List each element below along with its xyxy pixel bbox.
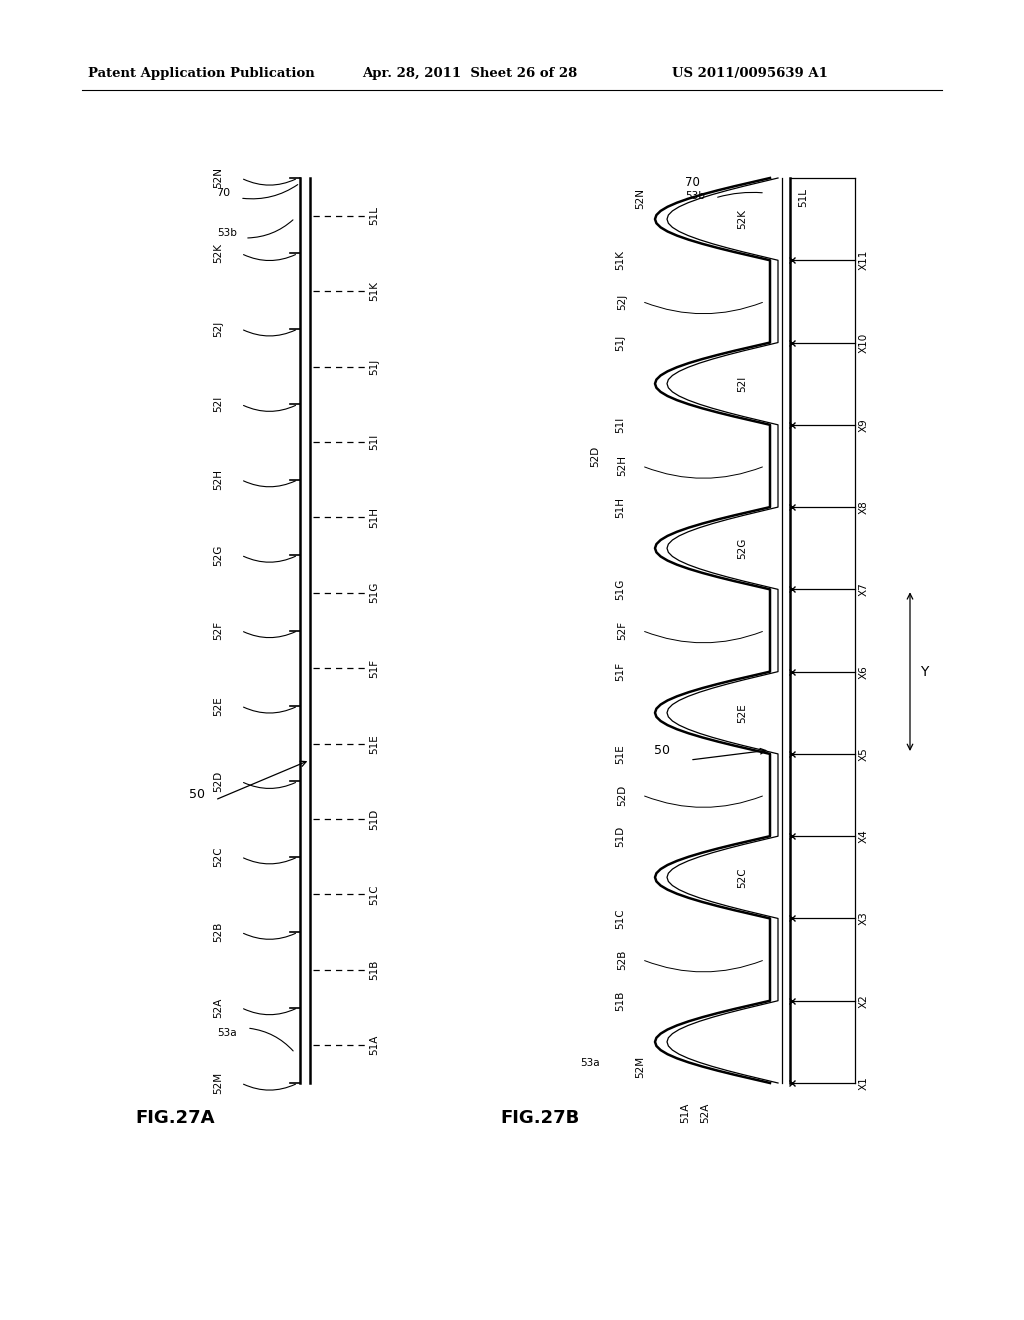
Text: 52K: 52K bbox=[213, 243, 223, 264]
Text: 52J: 52J bbox=[213, 321, 223, 337]
Text: 52G: 52G bbox=[737, 537, 748, 558]
Text: 52N: 52N bbox=[635, 187, 645, 209]
Text: 52I: 52I bbox=[737, 376, 748, 392]
Text: 51K: 51K bbox=[369, 281, 379, 301]
Text: 51F: 51F bbox=[369, 659, 379, 677]
Text: FIG.27A: FIG.27A bbox=[135, 1109, 214, 1127]
Text: X5: X5 bbox=[859, 747, 869, 760]
Text: 70: 70 bbox=[685, 177, 700, 190]
Text: 53a: 53a bbox=[581, 1059, 600, 1068]
Text: 52B: 52B bbox=[617, 949, 627, 970]
Text: Apr. 28, 2011  Sheet 26 of 28: Apr. 28, 2011 Sheet 26 of 28 bbox=[362, 66, 578, 79]
Text: 51I: 51I bbox=[615, 417, 625, 433]
Text: 52F: 52F bbox=[617, 620, 627, 640]
Text: X2: X2 bbox=[859, 994, 869, 1007]
Text: 52H: 52H bbox=[617, 455, 627, 477]
Text: 51L: 51L bbox=[798, 187, 808, 207]
Text: 50: 50 bbox=[189, 788, 205, 801]
Text: 51H: 51H bbox=[615, 496, 625, 517]
Text: 52K: 52K bbox=[737, 209, 748, 230]
Text: 51D: 51D bbox=[369, 808, 379, 830]
Text: 52I: 52I bbox=[213, 396, 223, 412]
Text: 52D: 52D bbox=[213, 771, 223, 792]
Text: 52H: 52H bbox=[213, 469, 223, 490]
Text: 52M: 52M bbox=[635, 1056, 645, 1078]
Text: 50: 50 bbox=[654, 743, 670, 756]
Text: 51J: 51J bbox=[369, 359, 379, 375]
Text: 51J: 51J bbox=[615, 334, 625, 351]
Text: X1: X1 bbox=[859, 1076, 869, 1090]
Text: 51L: 51L bbox=[369, 206, 379, 226]
Text: 51E: 51E bbox=[615, 744, 625, 764]
Text: 52G: 52G bbox=[213, 544, 223, 566]
Text: 52F: 52F bbox=[213, 620, 223, 640]
Text: 53b: 53b bbox=[217, 228, 237, 238]
Text: 51B: 51B bbox=[369, 960, 379, 979]
Text: 51H: 51H bbox=[369, 507, 379, 528]
Text: X11: X11 bbox=[859, 249, 869, 271]
Text: 53b: 53b bbox=[685, 191, 705, 201]
Text: 51I: 51I bbox=[369, 434, 379, 450]
Text: 51A: 51A bbox=[369, 1035, 379, 1056]
Text: 52C: 52C bbox=[213, 846, 223, 867]
Text: US 2011/0095639 A1: US 2011/0095639 A1 bbox=[672, 66, 827, 79]
Text: 52D: 52D bbox=[617, 784, 627, 805]
Text: Patent Application Publication: Patent Application Publication bbox=[88, 66, 314, 79]
Text: X6: X6 bbox=[859, 665, 869, 678]
Text: X10: X10 bbox=[859, 333, 869, 352]
Text: 51F: 51F bbox=[615, 663, 625, 681]
Text: 51G: 51G bbox=[369, 582, 379, 603]
Text: 53a: 53a bbox=[217, 1028, 237, 1038]
Text: 52E: 52E bbox=[213, 696, 223, 715]
Text: 51C: 51C bbox=[369, 884, 379, 904]
Text: 51B: 51B bbox=[615, 990, 625, 1011]
Text: FIG.27B: FIG.27B bbox=[500, 1109, 580, 1127]
Text: 70: 70 bbox=[216, 187, 230, 198]
Text: 52D: 52D bbox=[590, 445, 600, 466]
Text: X9: X9 bbox=[859, 418, 869, 432]
Text: 52A: 52A bbox=[700, 1104, 710, 1123]
Text: X4: X4 bbox=[859, 829, 869, 843]
Text: X3: X3 bbox=[859, 912, 869, 925]
Text: 51E: 51E bbox=[369, 734, 379, 754]
Text: 52A: 52A bbox=[213, 998, 223, 1018]
Text: 52J: 52J bbox=[617, 293, 627, 309]
Text: 51G: 51G bbox=[615, 578, 625, 601]
Text: 51D: 51D bbox=[615, 825, 625, 847]
Text: Y: Y bbox=[920, 665, 929, 678]
Text: 52C: 52C bbox=[737, 867, 748, 887]
Text: 51A: 51A bbox=[680, 1104, 690, 1123]
Text: 52B: 52B bbox=[213, 921, 223, 942]
Text: 51K: 51K bbox=[615, 251, 625, 271]
Text: X8: X8 bbox=[859, 500, 869, 513]
Text: 51C: 51C bbox=[615, 908, 625, 929]
Text: 52E: 52E bbox=[737, 702, 748, 722]
Text: 52M: 52M bbox=[213, 1072, 223, 1094]
Text: X7: X7 bbox=[859, 582, 869, 597]
Text: 52N: 52N bbox=[213, 168, 223, 189]
